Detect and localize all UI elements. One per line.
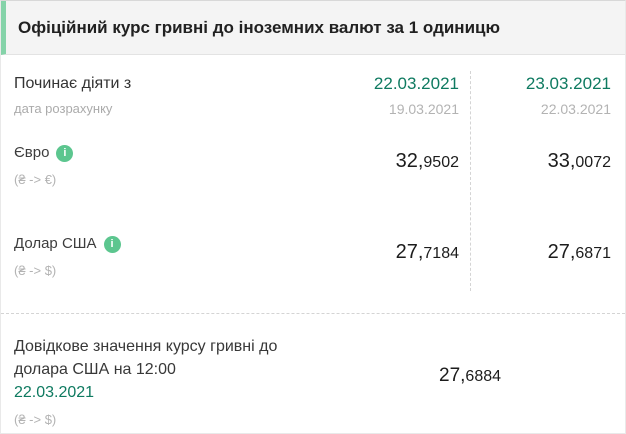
rate-whole: 27, xyxy=(547,241,576,263)
info-icon[interactable]: i xyxy=(103,235,121,253)
rate-whole: 32, xyxy=(395,150,424,172)
currency-name-euro: Євро i xyxy=(14,143,315,163)
currency-name-text: Долар США xyxy=(14,235,97,252)
currency-label-euro: Євро i (₴ -> €) xyxy=(14,143,315,188)
rate-frac: 6871 xyxy=(575,245,611,262)
currency-label-usd: Долар США i (₴ -> $) xyxy=(14,234,315,279)
reference-title: Довідкове значення курсу гривні до долар… xyxy=(14,335,364,381)
rates-table: Починає діяти з дата розрахунку 22.03.20… xyxy=(1,55,625,428)
effective-date-current: 22.03.2021 xyxy=(373,74,459,93)
rate-euro-next: 33,0072 xyxy=(465,143,611,173)
rate-frac: 0072 xyxy=(575,154,611,171)
reference-title-line2: долара США на 12:00 xyxy=(14,361,176,378)
section-divider xyxy=(1,313,625,314)
rate-whole: 33, xyxy=(547,150,576,172)
reference-title-line1: Довідкове значення курсу гривні до xyxy=(14,338,278,355)
date-column-current: 22.03.2021 19.03.2021 xyxy=(315,74,465,117)
currency-pair-euro: (₴ -> €) xyxy=(14,172,57,187)
calculation-date-label: дата розрахунку xyxy=(14,101,113,116)
currency-name-text: Євро xyxy=(14,144,50,161)
currency-pair-usd: (₴ -> $) xyxy=(14,263,57,278)
column-divider xyxy=(470,71,471,291)
reference-pair: (₴ -> $) xyxy=(14,412,57,427)
effective-dates-labels: Починає діяти з дата розрахунку xyxy=(14,74,315,117)
rate-whole: 27, xyxy=(439,365,466,386)
effective-dates-row: Починає діяти з дата розрахунку 22.03.20… xyxy=(14,55,611,117)
calculation-date-next: 22.03.2021 xyxy=(540,101,611,117)
date-column-next: 23.03.2021 22.03.2021 xyxy=(465,74,611,117)
reference-rate-value: 27,6884 xyxy=(439,364,501,388)
page-title: Офіційний курс гривні до іноземних валют… xyxy=(18,17,500,37)
rate-frac: 6884 xyxy=(465,368,502,385)
card-header: Офіційний курс гривні до іноземних валют… xyxy=(1,1,625,55)
table-row-euro: Євро i (₴ -> €) 32,9502 33,0072 xyxy=(14,143,611,188)
reference-rate-label: Довідкове значення курсу гривні до долар… xyxy=(14,335,439,428)
rate-frac: 7184 xyxy=(423,245,459,262)
info-icon[interactable]: i xyxy=(56,144,74,162)
rate-usd-current: 27,7184 xyxy=(315,234,465,264)
rate-whole: 27, xyxy=(395,241,424,263)
effective-from-label: Починає діяти з xyxy=(14,75,132,92)
rate-euro-current: 32,9502 xyxy=(315,143,465,173)
currency-name-usd: Долар США i xyxy=(14,234,315,254)
reference-date: 22.03.2021 xyxy=(14,384,95,401)
calculation-date-current: 19.03.2021 xyxy=(388,101,459,117)
reference-rate-section: Довідкове значення курсу гривні до долар… xyxy=(14,335,611,428)
table-row-usd: Долар США i (₴ -> $) 27,7184 27,6871 xyxy=(14,234,611,279)
effective-date-next: 23.03.2021 xyxy=(525,74,611,93)
rate-frac: 9502 xyxy=(423,154,459,171)
rate-usd-next: 27,6871 xyxy=(465,234,611,264)
